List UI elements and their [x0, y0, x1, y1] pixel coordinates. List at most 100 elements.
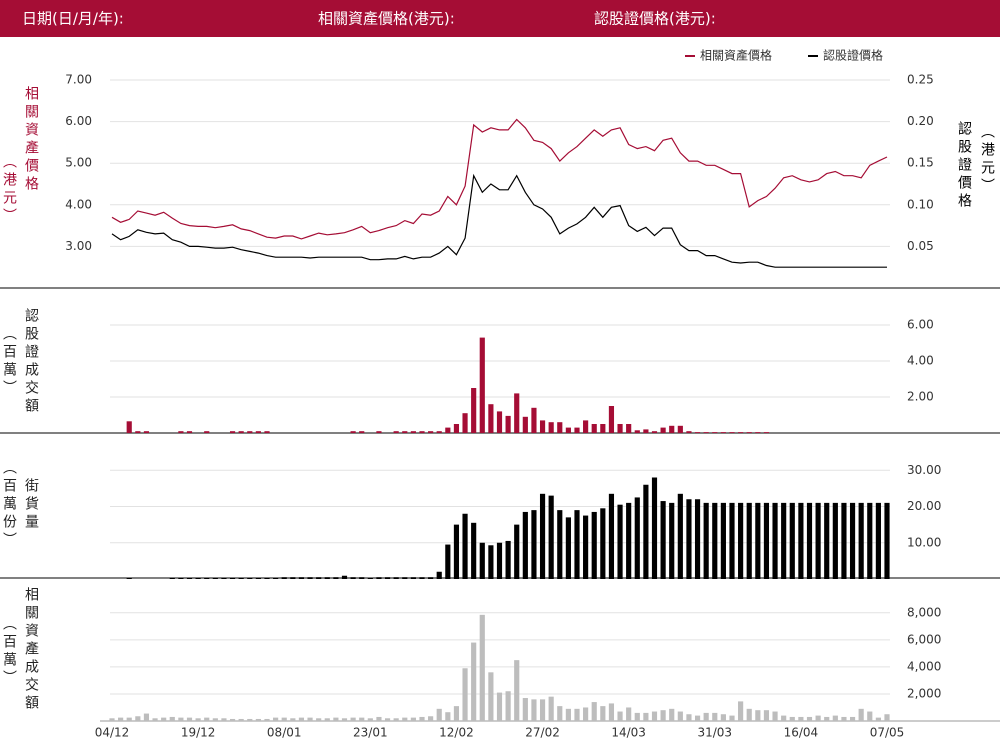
header-label: 認股證價格(港元): [594, 10, 716, 28]
bar [126, 717, 132, 721]
y-axis-label: 認股證成交額 [23, 308, 39, 416]
bar [522, 511, 528, 579]
bar [574, 427, 580, 433]
bar [849, 502, 856, 579]
bar [143, 431, 150, 433]
y-axis-unit: （港元） [1, 154, 17, 226]
bar [419, 431, 425, 433]
bar [264, 431, 270, 433]
bar [488, 545, 494, 579]
bar [212, 577, 218, 579]
bar [307, 577, 313, 579]
bar [738, 432, 744, 433]
bar [651, 711, 658, 721]
bar [273, 717, 279, 721]
bar [694, 715, 701, 721]
legend-label: 認股證價格 [823, 48, 883, 63]
bar [522, 698, 528, 721]
bar [583, 707, 589, 721]
bar [686, 714, 692, 721]
bar [617, 504, 623, 579]
y-tick-label: 2.00 [907, 390, 934, 404]
x-tick-label: 23/01 [353, 726, 388, 740]
bar [393, 718, 399, 721]
bar [815, 502, 821, 579]
bar [350, 717, 356, 721]
bar [333, 577, 339, 579]
bar [729, 432, 735, 433]
bar [626, 707, 632, 721]
bar [204, 717, 210, 721]
bar [703, 432, 709, 433]
bar [410, 577, 416, 579]
bar [669, 708, 675, 721]
bar [849, 716, 856, 721]
y-axis-label: 相關資產價格 [23, 86, 39, 194]
bar [428, 577, 434, 579]
bar [505, 415, 511, 433]
bar [832, 502, 838, 579]
bar [634, 712, 640, 721]
bar [350, 431, 356, 433]
bar [626, 502, 632, 579]
bar [316, 577, 322, 579]
bar [204, 577, 210, 579]
bar [505, 540, 511, 579]
bar [169, 577, 175, 579]
bar [496, 692, 503, 721]
x-tick-label: 12/02 [439, 726, 474, 740]
bar [298, 717, 305, 721]
bar [247, 718, 253, 721]
y-axis-label: 街貨量 [23, 478, 39, 532]
bar [841, 502, 847, 579]
bar [186, 577, 193, 579]
bar [453, 706, 460, 721]
bar [195, 718, 201, 721]
bar [238, 577, 244, 579]
bar [479, 542, 485, 579]
bar [677, 493, 683, 579]
header-label: 日期(日/月/年): [22, 10, 124, 28]
bar [755, 710, 761, 721]
bar [591, 424, 597, 433]
bar [755, 502, 761, 579]
bar [867, 502, 873, 579]
bar [677, 711, 683, 721]
x-tick-label: 08/01 [267, 726, 302, 740]
bar [135, 716, 141, 721]
bar [729, 502, 735, 579]
y-tick-label: 3.00 [65, 239, 92, 253]
bar [583, 515, 589, 579]
bar [152, 718, 158, 721]
bar [410, 431, 416, 433]
bar [514, 393, 520, 433]
bar [514, 524, 520, 579]
bar [479, 337, 485, 433]
bar [126, 421, 132, 433]
bar [324, 577, 330, 579]
bar [720, 714, 726, 721]
line [111, 173, 887, 268]
bar [247, 577, 253, 579]
bar [238, 718, 244, 721]
bar [539, 699, 546, 721]
bar [617, 711, 623, 721]
bar [333, 717, 339, 721]
bar [703, 712, 709, 721]
bar [686, 499, 692, 579]
bar [428, 431, 434, 433]
y-tick-label: 6.00 [65, 114, 92, 128]
bar [471, 642, 477, 721]
bar [514, 660, 520, 721]
bar [402, 577, 408, 579]
y-tick-label: 2,000 [907, 686, 941, 700]
bar [565, 427, 571, 433]
bar [763, 502, 770, 579]
bar [384, 577, 391, 579]
bar [281, 577, 287, 579]
bar [781, 715, 787, 721]
bar [755, 432, 761, 433]
bar [402, 717, 408, 721]
bar [841, 716, 847, 721]
bar [539, 420, 546, 433]
